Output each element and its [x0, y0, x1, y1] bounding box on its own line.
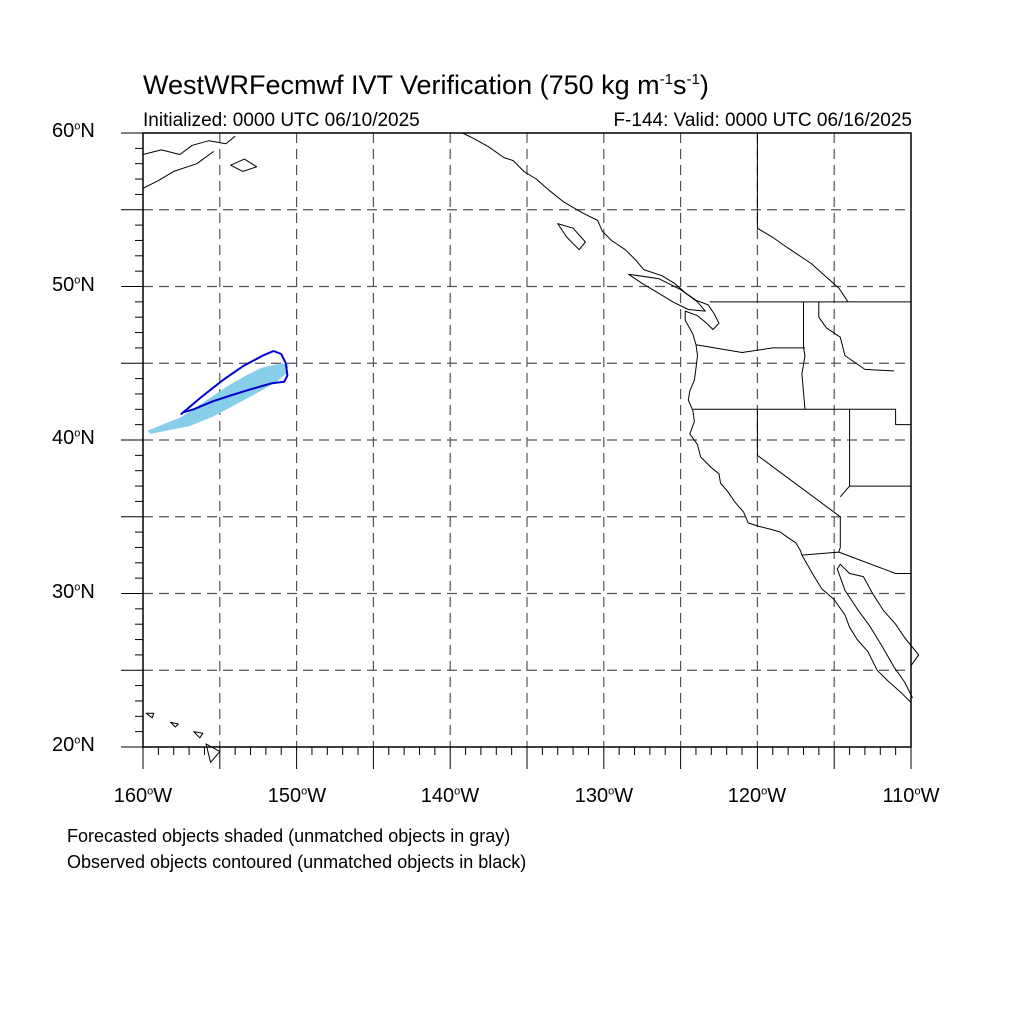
lon-label-140w: 140oW [420, 785, 480, 807]
oahu-island [170, 721, 179, 728]
lon-label-120w: 120oW [727, 785, 787, 807]
alaska-peninsula [142, 150, 214, 189]
lon-label-130w: 130oW [574, 785, 634, 807]
graticule [143, 133, 911, 747]
map-frame [142, 132, 912, 748]
kodiak-island [230, 158, 258, 172]
forecast-note: Forecasted objects shaded (unmatched obj… [67, 826, 511, 846]
border-42n [692, 408, 911, 426]
title-unit-s: s [672, 70, 687, 100]
idaho-montana-border [818, 301, 895, 372]
bc-alberta-border [756, 133, 849, 303]
us-mexico-border [801, 551, 911, 574]
lat-label-50n: 50oN [52, 274, 95, 296]
title-text: WestWRFecmwf IVT Verification (750 kg m [143, 70, 660, 100]
observed-object-contour [180, 350, 289, 415]
nv-ut-border [839, 409, 851, 498]
idaho-west-border [801, 301, 806, 410]
wa-or-border [695, 344, 805, 353]
lat-label-40n: 40oN [52, 427, 95, 449]
observed-note: Observed objects contoured (unmatched ob… [67, 852, 527, 872]
vancouver-island [627, 273, 706, 312]
alaska-coast [142, 135, 236, 155]
axis-ticks [121, 132, 912, 769]
lat-label-60n: 60oN [52, 120, 95, 142]
valid-time-label: F-144: Valid: 0000 UTC 06/16/2025 [613, 110, 912, 131]
gulf-of-california-coast [836, 563, 920, 699]
init-time-label: Initialized: 0000 UTC 06/10/2025 [143, 110, 420, 131]
lat-label-20n: 20oN [52, 734, 95, 756]
coastline-and-borders [142, 132, 920, 763]
lon-label-110w: 110oW [882, 785, 940, 807]
lat-label-30n: 30oN [52, 581, 95, 603]
maui-island [193, 731, 204, 739]
title-exponent-2: -1 [686, 71, 700, 88]
figure-title: WestWRFecmwf IVT Verification (750 kg m-… [143, 70, 709, 101]
ivt-objects [147, 350, 289, 434]
title-exponent-1: -1 [659, 71, 673, 88]
kauai-island [145, 712, 155, 719]
lon-label-150w: 150oW [267, 785, 327, 807]
west-coastline [462, 132, 912, 703]
ca-nv-border [756, 409, 841, 553]
title-close-paren: ) [699, 70, 709, 100]
lon-label-160w: 160oW [113, 785, 173, 807]
haida-gwaii [557, 223, 586, 251]
